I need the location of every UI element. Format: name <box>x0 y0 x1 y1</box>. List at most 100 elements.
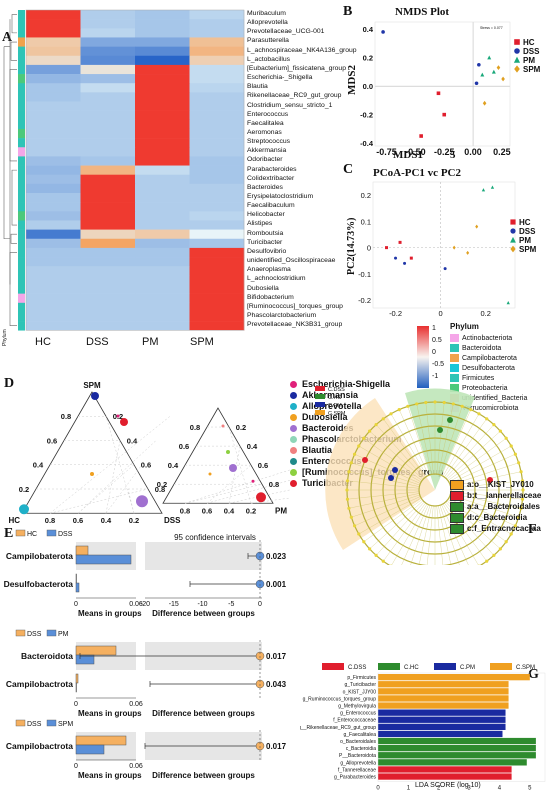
nmds-legend-marker <box>513 56 521 63</box>
cladogram-branch <box>391 503 428 565</box>
heatmap-row-label: Clostridium_sensu_stricto_1 <box>247 101 333 109</box>
ternary-left-vertex-top: SPM <box>83 381 101 390</box>
cladogram-branch <box>347 480 420 489</box>
heatmap-row-label: unidentified_Oscillospiraceae <box>247 257 336 265</box>
heatmap-cell <box>135 193 190 203</box>
ternary-right-tick-left: 0.4 <box>168 461 179 470</box>
heatmap-cell <box>189 229 245 240</box>
nmds-ytick: 0.2 <box>363 54 373 63</box>
cladogram-node <box>517 461 521 465</box>
phylum-legend-label: Verrucomicrobiota <box>462 405 519 412</box>
ternary-right-tick-left: 0.2 <box>157 480 167 489</box>
nmds-ytick: 0.0 <box>363 82 373 91</box>
ternary-left-tick-left: 0.2 <box>19 485 29 494</box>
ternary-legend-label: Bacteroides <box>302 423 354 433</box>
nmds-point <box>501 76 505 82</box>
stamp-legend-swatch-1 <box>15 719 26 727</box>
cladogram-node <box>381 559 385 563</box>
ternary-legend-label: Blautia <box>302 445 333 455</box>
cladogram-node <box>345 497 350 501</box>
cladogram-marker <box>388 475 394 481</box>
cladogram-node <box>498 429 502 433</box>
stamp-legend-label-1: HC <box>27 531 37 538</box>
phylum-color-cell <box>18 55 25 66</box>
pcoa-point <box>452 245 456 250</box>
heatmap-cell <box>135 138 190 148</box>
pcoa-legend-label: SPM <box>519 245 537 254</box>
stamp-band <box>145 542 262 570</box>
heatmap-cell <box>135 156 190 166</box>
heatmap-cell <box>80 37 136 47</box>
cladogram-node <box>433 400 437 404</box>
cladogram-branch <box>390 413 428 477</box>
heatmap-row-label: Bacteroides <box>247 183 283 191</box>
lda-bar <box>378 737 536 745</box>
heatmap-cell <box>80 165 136 175</box>
heatmap-cell <box>26 257 81 267</box>
stamp-bar-2 <box>75 654 95 665</box>
cladogram-node <box>519 506 523 510</box>
phylum-color-cell <box>18 311 25 322</box>
dendrogram-branch <box>10 41 17 61</box>
stamp-means-label: Means in groups <box>78 609 142 618</box>
heatmap-cell <box>135 92 190 102</box>
lda-bar <box>378 688 509 695</box>
ternary-point <box>90 472 94 476</box>
nmds-point <box>477 62 481 67</box>
heatmap-cell <box>135 37 190 47</box>
heatmap-cell <box>189 83 245 93</box>
ternary-legend-item: Escherichia-Shigella <box>290 379 390 389</box>
heatmap-cell <box>189 28 245 38</box>
lda-bar <box>378 745 536 752</box>
ternary-right-tick-right: 0.2 <box>236 423 246 432</box>
cladogram-branch <box>410 505 431 565</box>
heatmap-cell <box>189 110 245 121</box>
stamp-means-tick: 0.06 <box>129 601 143 608</box>
heatmap-row-label: Muribaculum <box>247 10 286 17</box>
stamp-diff-label: Difference between groups <box>152 709 255 718</box>
stamp-bar-2 <box>75 554 132 565</box>
nmds-point <box>419 134 423 138</box>
heatmap-cell <box>135 10 190 20</box>
stamp-row-label: Bacteroidota <box>21 651 73 661</box>
stamp-p-value: 0.017 <box>266 652 287 661</box>
heatmap-row-label: Parasutterella <box>247 37 289 45</box>
lda-bar <box>378 773 512 780</box>
cladogram-node <box>415 402 419 406</box>
heatmap-cell <box>135 311 190 322</box>
phylum-axis-label: Phylum <box>2 329 8 346</box>
heatmap-cell <box>80 119 136 130</box>
pcoa-point <box>398 240 402 244</box>
ternary-legend-item: Alloprevotella <box>290 401 362 411</box>
phylum-color-cell <box>18 321 25 331</box>
ternary-left-tick-right: 0.4 <box>127 436 138 445</box>
cladogram-branch <box>426 505 434 565</box>
group-label-pm: PM <box>142 336 159 348</box>
heatmap-row-label: Faecalitalea <box>247 119 284 127</box>
phylum-legend-swatch <box>450 334 459 343</box>
cladogram-node <box>362 436 366 440</box>
phylum-color-cell <box>18 28 25 38</box>
stamp-bar-1 <box>75 573 77 584</box>
group-label-spm: SPM <box>190 336 214 348</box>
heatmap-cell <box>135 165 190 175</box>
heatmap-cell <box>80 174 136 185</box>
stamp-means-label: Means in groups <box>78 771 142 780</box>
scale-tick: 0 <box>432 349 436 356</box>
cladogram-node <box>424 400 428 405</box>
cladogram-branch <box>358 445 422 483</box>
lda-category-label: g_Parabacteroides <box>334 775 376 781</box>
cladogram-node <box>381 417 385 421</box>
heatmap-cell <box>189 247 245 258</box>
phylum-legend-item: Actinobacteriota <box>450 334 550 344</box>
heatmap-panel: Muribaculum Alloprevotella Prevotellaceae_… <box>0 0 357 375</box>
cladogram-node <box>498 547 502 551</box>
lda-category-label: g_Enterococcus <box>340 711 376 717</box>
phylum-legend-item: Proteobacteria <box>450 384 550 394</box>
ternary-point <box>19 504 29 515</box>
ternary-legend-dot <box>290 480 297 488</box>
stamp-row-label: Campilobactrota <box>6 679 73 689</box>
phylum-color-cell <box>18 202 25 212</box>
nmds-ylabel: MDS2 <box>346 65 358 95</box>
stamp-legend-swatch-2 <box>46 719 57 727</box>
